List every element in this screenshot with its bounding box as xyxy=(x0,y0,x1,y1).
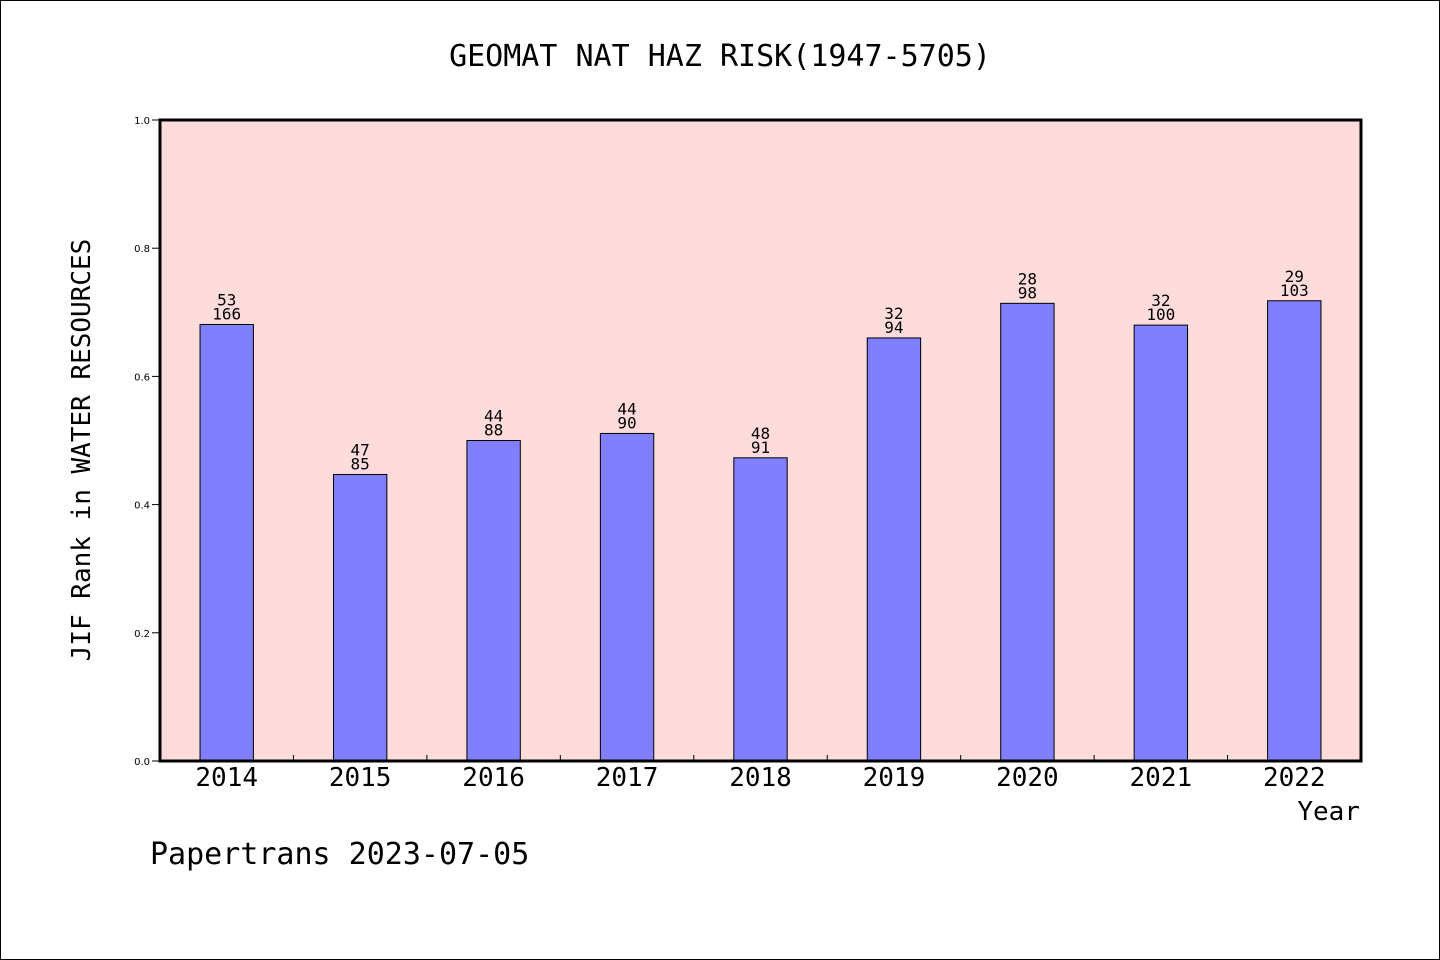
x-tick-label: 2020 xyxy=(996,763,1059,793)
bar xyxy=(1000,302,1055,762)
x-tick-label: 2017 xyxy=(596,763,659,793)
bar-rank-label: 32 xyxy=(884,304,903,323)
bar-rank-label: 32 xyxy=(1151,291,1170,310)
y-axis-ticks: 0.0 0.2 0.4 0.6 0.8 1.0 xyxy=(134,116,160,768)
bar xyxy=(1267,300,1322,762)
plot-border xyxy=(158,118,1363,763)
x-tick-label: 2022 xyxy=(1263,763,1326,793)
bar-rank-label: 48 xyxy=(751,424,770,443)
bar-rank-label: 28 xyxy=(1018,269,1037,288)
x-tick-label: 2015 xyxy=(329,763,392,793)
chart-title: GEOMAT NAT HAZ RISK(1947-5705) xyxy=(449,39,991,74)
bar-rank-label: 44 xyxy=(617,399,636,418)
bar-total-label: 90 xyxy=(617,413,636,432)
bar xyxy=(199,323,254,762)
bar xyxy=(466,440,521,762)
bar-rank-label: 44 xyxy=(484,407,503,426)
footer-text: Papertrans 2023-07-05 xyxy=(150,837,529,872)
x-axis-label: Year xyxy=(1297,797,1360,827)
bar-total-label: 100 xyxy=(1146,305,1175,324)
bar xyxy=(599,432,655,762)
x-tick-label: 2018 xyxy=(729,763,792,793)
y-tick-label: 1.0 xyxy=(134,116,150,127)
bar-total-label: 166 xyxy=(212,304,241,323)
bar xyxy=(866,337,922,762)
bar xyxy=(332,473,388,762)
bar-total-label: 98 xyxy=(1018,283,1037,302)
bar-total-label: 85 xyxy=(351,454,370,473)
bar-total-label: 103 xyxy=(1280,281,1309,300)
bar xyxy=(733,457,788,762)
x-axis-ticks: 2014 2015 2016 2017 2018 2019 2020 2021 2022 xyxy=(195,755,1326,793)
bar-total-label: 88 xyxy=(484,421,503,440)
bar-total-label: 94 xyxy=(884,318,903,337)
x-tick-label: 2014 xyxy=(195,763,258,793)
x-tick-label: 2016 xyxy=(462,763,525,793)
x-tick-label: 2019 xyxy=(863,763,926,793)
bar-total-label: 91 xyxy=(751,438,770,457)
y-tick-label: 0.6 xyxy=(134,372,150,383)
y-axis-label: JIF Rank in WATER RESOURCES xyxy=(67,239,97,662)
bar-rank-label: 53 xyxy=(217,290,236,309)
bar-rank-label: 47 xyxy=(351,440,370,459)
y-tick-label: 0.4 xyxy=(134,501,150,512)
y-tick-label: 0.0 xyxy=(134,757,150,768)
bar-rank-label: 29 xyxy=(1285,267,1304,286)
y-tick-label: 0.2 xyxy=(134,629,150,640)
x-tick-label: 2021 xyxy=(1130,763,1193,793)
bar xyxy=(1133,324,1189,762)
y-tick-label: 0.8 xyxy=(134,244,150,255)
